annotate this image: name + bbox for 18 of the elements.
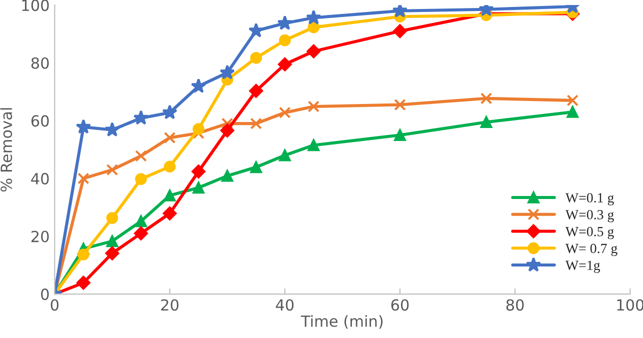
x-tick-label: 20 bbox=[161, 299, 178, 311]
y-tick-label: 0 bbox=[41, 288, 49, 300]
y-tick-label: 100 bbox=[22, 0, 49, 12]
y-tick-label: 80 bbox=[31, 57, 49, 69]
y-axis-title: % Removal bbox=[0, 108, 12, 192]
y-tick-label: 60 bbox=[31, 115, 49, 127]
legend-label: W=0.3 g bbox=[565, 210, 614, 222]
x-axis-title: Time (min) bbox=[300, 315, 383, 329]
legend-label: W=0.5 g bbox=[565, 226, 614, 240]
y-tick-label: 20 bbox=[31, 230, 49, 242]
legend-label: W=0.1 g bbox=[565, 193, 614, 206]
y-tick-label: 40 bbox=[31, 172, 49, 184]
legend-label: W=1g bbox=[565, 260, 600, 273]
x-tick-label: 60 bbox=[391, 299, 409, 311]
x-tick-label: 0 bbox=[50, 299, 58, 311]
legend-label: W= 0.7 g bbox=[565, 244, 618, 256]
x-tick-label: 40 bbox=[276, 299, 294, 311]
x-tick-label: 80 bbox=[506, 299, 524, 311]
